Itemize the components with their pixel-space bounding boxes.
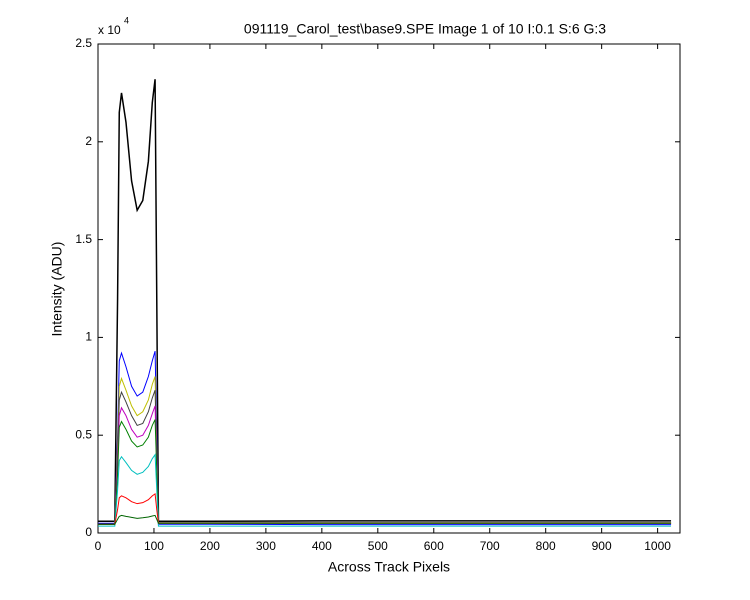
x-axis-label: Across Track Pixels (328, 559, 450, 575)
x-tick-label: 1000 (644, 539, 671, 553)
x-tick-label: 400 (312, 539, 332, 553)
x-tick-label: 0 (95, 539, 102, 553)
x-tick-label: 200 (200, 539, 220, 553)
y-tick-label: 1 (85, 330, 92, 344)
y-tick-label: 0 (85, 525, 92, 539)
y-multiplier: x 10 (98, 23, 121, 37)
plot-frame (97, 43, 681, 534)
x-tick-label: 500 (368, 539, 388, 553)
series-line (98, 453, 672, 527)
y-tick-label: 2 (85, 134, 92, 148)
y-multiplier-exponent: 4 (124, 15, 129, 25)
x-tick-label: 800 (536, 539, 556, 553)
y-tick-label: 1.5 (75, 232, 92, 246)
y-tick-label: 2.5 (75, 36, 92, 50)
x-tick-label: 700 (480, 539, 500, 553)
x-tick-label: 100 (144, 539, 164, 553)
y-axis-label: Intensity (ADU) (49, 242, 65, 337)
y-tick-label: 0.5 (75, 427, 92, 441)
x-tick-label: 900 (592, 539, 612, 553)
x-tick-label: 300 (256, 539, 276, 553)
series-line (98, 79, 672, 523)
series-line (98, 350, 672, 526)
series-line (98, 514, 672, 525)
chart-title: 091119_Carol_test\base9.SPE Image 1 of 1… (244, 21, 606, 37)
x-tick-label: 600 (424, 539, 444, 553)
